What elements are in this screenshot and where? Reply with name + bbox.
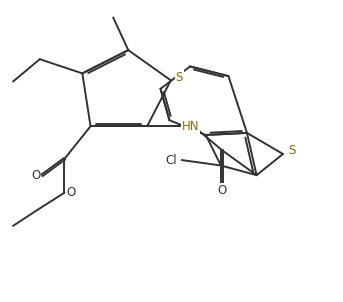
Text: S: S bbox=[288, 144, 295, 158]
Text: Cl: Cl bbox=[165, 153, 177, 167]
Text: S: S bbox=[176, 71, 183, 84]
Text: O: O bbox=[31, 169, 40, 182]
Text: HN: HN bbox=[182, 120, 200, 133]
Text: O: O bbox=[67, 186, 76, 199]
Text: O: O bbox=[218, 184, 227, 197]
